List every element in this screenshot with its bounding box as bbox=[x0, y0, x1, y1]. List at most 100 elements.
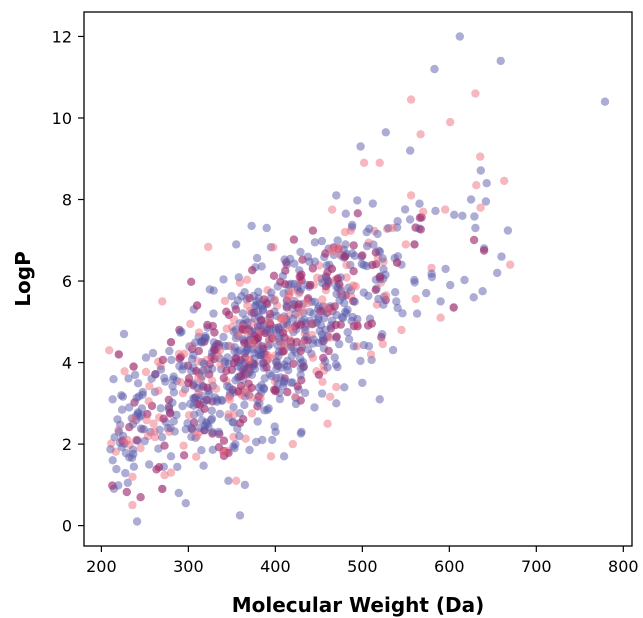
data-point bbox=[472, 181, 481, 190]
data-point bbox=[342, 273, 351, 282]
data-point bbox=[219, 436, 229, 445]
data-point bbox=[245, 293, 254, 303]
data-point bbox=[178, 389, 188, 398]
data-point bbox=[419, 207, 428, 216]
data-point bbox=[114, 350, 124, 359]
data-point bbox=[279, 452, 289, 461]
data-point bbox=[317, 336, 327, 346]
data-point bbox=[124, 374, 133, 383]
data-point bbox=[270, 422, 279, 431]
points-layer bbox=[105, 32, 610, 526]
data-point bbox=[335, 339, 344, 349]
data-point bbox=[158, 297, 167, 306]
data-point bbox=[174, 488, 183, 498]
data-point bbox=[392, 258, 402, 267]
data-point bbox=[471, 89, 480, 98]
data-point bbox=[326, 392, 335, 401]
data-point bbox=[243, 318, 252, 327]
data-point bbox=[179, 361, 188, 370]
data-point bbox=[353, 314, 362, 324]
data-point bbox=[470, 212, 479, 221]
data-point bbox=[197, 446, 206, 455]
data-point bbox=[446, 117, 455, 127]
data-point bbox=[436, 297, 445, 306]
data-point bbox=[469, 293, 478, 302]
data-point bbox=[410, 240, 419, 249]
data-point bbox=[237, 364, 246, 373]
data-point bbox=[335, 243, 344, 252]
data-point bbox=[328, 205, 337, 214]
data-point bbox=[283, 387, 292, 397]
data-point bbox=[266, 452, 276, 461]
data-point bbox=[362, 227, 371, 237]
data-point bbox=[316, 306, 325, 316]
data-point bbox=[222, 307, 231, 316]
data-point bbox=[400, 205, 410, 214]
data-point bbox=[284, 366, 293, 375]
data-point bbox=[186, 319, 195, 329]
data-point bbox=[343, 328, 352, 337]
data-point bbox=[209, 309, 218, 318]
data-point bbox=[393, 303, 402, 313]
data-point bbox=[310, 238, 320, 247]
data-point bbox=[141, 353, 151, 362]
data-point bbox=[129, 415, 138, 424]
data-point bbox=[230, 444, 239, 453]
data-point bbox=[254, 287, 263, 296]
data-point bbox=[401, 240, 410, 249]
data-point bbox=[121, 448, 131, 458]
data-point bbox=[469, 235, 479, 245]
data-point bbox=[366, 350, 376, 359]
data-point bbox=[284, 290, 293, 300]
data-point bbox=[350, 297, 359, 306]
data-point bbox=[265, 369, 274, 378]
data-point bbox=[237, 292, 246, 301]
data-point bbox=[156, 365, 166, 374]
data-point bbox=[306, 280, 315, 290]
data-point bbox=[166, 338, 176, 347]
data-point bbox=[235, 431, 244, 441]
data-point bbox=[397, 325, 406, 335]
data-point bbox=[132, 517, 142, 526]
data-point bbox=[236, 372, 246, 381]
data-point bbox=[449, 303, 458, 312]
data-point bbox=[247, 221, 256, 231]
data-point bbox=[330, 302, 339, 311]
data-point bbox=[168, 398, 177, 407]
data-point bbox=[192, 452, 201, 461]
data-point bbox=[200, 425, 209, 435]
data-point bbox=[278, 271, 287, 281]
data-point bbox=[332, 382, 341, 392]
data-point bbox=[506, 260, 515, 269]
data-point bbox=[149, 419, 158, 428]
data-point bbox=[247, 409, 257, 418]
data-point bbox=[118, 392, 128, 401]
data-point bbox=[142, 415, 151, 425]
data-point bbox=[405, 215, 415, 224]
data-point bbox=[293, 382, 302, 391]
data-point bbox=[393, 217, 402, 226]
data-point bbox=[243, 369, 252, 378]
data-point bbox=[482, 179, 491, 188]
data-point bbox=[154, 463, 164, 472]
data-point bbox=[242, 275, 252, 284]
data-point bbox=[353, 209, 362, 218]
data-point bbox=[317, 389, 327, 398]
data-point bbox=[476, 152, 485, 161]
data-point bbox=[210, 328, 219, 337]
data-point bbox=[362, 241, 372, 251]
data-point bbox=[378, 330, 387, 339]
data-point bbox=[253, 333, 263, 343]
data-point bbox=[192, 366, 201, 376]
data-point bbox=[279, 347, 288, 356]
data-point bbox=[416, 225, 425, 234]
data-point bbox=[187, 355, 197, 364]
data-point bbox=[269, 243, 278, 252]
data-point bbox=[324, 346, 333, 356]
data-point bbox=[412, 309, 422, 318]
data-point bbox=[184, 378, 193, 388]
data-point bbox=[263, 405, 272, 415]
data-point bbox=[481, 197, 491, 206]
data-point bbox=[145, 460, 154, 469]
data-point bbox=[122, 487, 131, 497]
